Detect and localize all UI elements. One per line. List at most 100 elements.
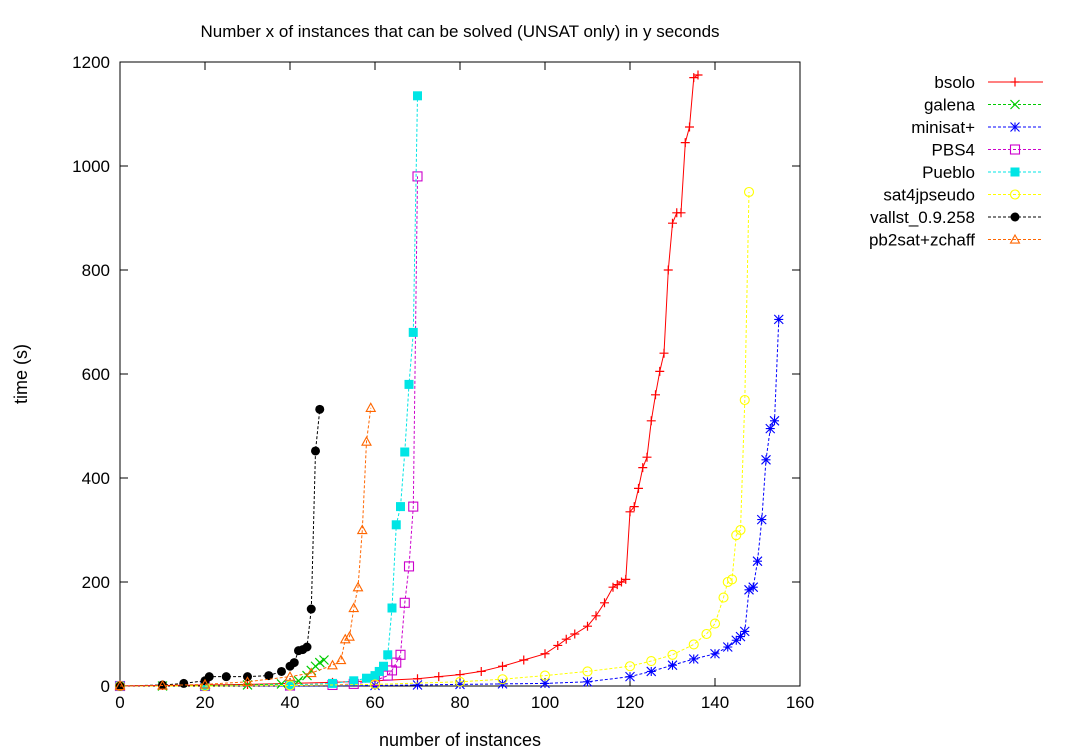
data-point [276, 678, 287, 689]
series-line [120, 191, 750, 687]
data-point [264, 671, 274, 681]
data-point [667, 649, 678, 660]
data-point [403, 561, 415, 572]
legend-label: galena [924, 96, 976, 115]
data-point [362, 673, 371, 683]
data-point [718, 592, 729, 603]
y-tick-label: 400 [82, 469, 110, 488]
chart-title: Number x of instances that can be solved… [200, 22, 719, 41]
data-point [285, 680, 295, 690]
data-point [179, 678, 189, 688]
data-point [709, 618, 721, 629]
data-point [413, 91, 422, 101]
legend-label: minisat+ [911, 118, 975, 137]
data-point [561, 634, 571, 644]
data-point [221, 672, 231, 682]
data-point [374, 666, 384, 676]
data-point [284, 671, 296, 681]
data-point [306, 604, 316, 614]
data-point [668, 218, 677, 228]
y-axis-label: time (s) [11, 344, 31, 404]
legend-entry: galena [924, 96, 1043, 115]
data-point [685, 122, 694, 132]
series-layer [114, 70, 784, 692]
data-point [624, 661, 636, 672]
data-point [344, 630, 355, 641]
data-point [387, 603, 397, 613]
data-point [680, 138, 690, 148]
x-axis-label: number of instances [379, 730, 541, 750]
data-point [765, 423, 776, 434]
data-point [735, 631, 746, 642]
data-point [454, 676, 466, 687]
data-point [663, 265, 673, 275]
data-point [352, 581, 364, 592]
data-point [277, 666, 286, 676]
data-point [540, 649, 550, 659]
data-point [400, 447, 410, 457]
legend-marker [1009, 144, 1021, 155]
data-point [773, 314, 784, 325]
legend-label: bsolo [934, 73, 975, 92]
series-pb2sat+zchaff [114, 402, 377, 691]
axis-ticks: 0 20 40 60 80 100 120 140 160 0 200 400 600 800 1000 12… [72, 53, 814, 712]
data-point [752, 556, 763, 567]
data-point [688, 654, 699, 664]
data-point [335, 654, 347, 665]
legend-entry: Pueblo [922, 163, 1043, 182]
series-vallst_0.9.258 [115, 404, 325, 691]
series-line [119, 409, 321, 687]
data-point [369, 679, 381, 690]
data-point [519, 655, 529, 665]
data-point [655, 366, 665, 376]
series-line [120, 176, 418, 687]
series-sat4jpseudo [114, 186, 755, 692]
data-point [600, 598, 609, 608]
legend-marker [1010, 99, 1020, 110]
data-point [356, 524, 368, 535]
data-point [315, 404, 325, 414]
legend-marker [1010, 122, 1020, 132]
data-point [311, 446, 320, 456]
data-point [646, 655, 657, 667]
data-point [284, 680, 296, 691]
series-PBS4 [114, 171, 423, 692]
data-point [199, 678, 211, 689]
data-point [756, 514, 767, 525]
data-point [412, 171, 423, 182]
legend-label: Pueblo [922, 163, 975, 182]
data-point [476, 666, 486, 676]
legend-entry: bsolo [934, 73, 1043, 92]
data-point [114, 680, 126, 691]
data-point [582, 666, 593, 677]
data-point [739, 626, 750, 637]
data-point [646, 666, 657, 677]
data-point [553, 640, 563, 650]
data-point [621, 574, 631, 584]
legend-entry: sat4jpseudo [883, 186, 1043, 205]
series-line [120, 95, 418, 687]
data-point [539, 670, 551, 681]
legend: bsolo galena minisat+ PBS4 Pueblo sat4jpseudo… [869, 73, 1043, 250]
x-tick-label: 60 [366, 693, 385, 712]
data-point [361, 435, 372, 446]
data-point [583, 621, 592, 631]
data-point [625, 671, 635, 682]
series-minisat+ [115, 314, 784, 691]
legend-marker [1010, 167, 1020, 177]
x-tick-label: 40 [281, 693, 300, 712]
legend-label: sat4jpseudo [883, 186, 975, 205]
data-point [726, 574, 738, 585]
data-point [582, 676, 593, 687]
legend-entry: pb2sat+zchaff [869, 231, 1043, 250]
data-point [327, 659, 338, 670]
data-point [379, 661, 388, 671]
x-tick-label: 20 [196, 693, 215, 712]
series-Pueblo [115, 91, 422, 691]
x-tick-label: 120 [616, 693, 644, 712]
data-point [667, 660, 678, 671]
y-tick-label: 0 [101, 677, 110, 696]
data-point [629, 502, 639, 512]
data-point [305, 667, 317, 678]
